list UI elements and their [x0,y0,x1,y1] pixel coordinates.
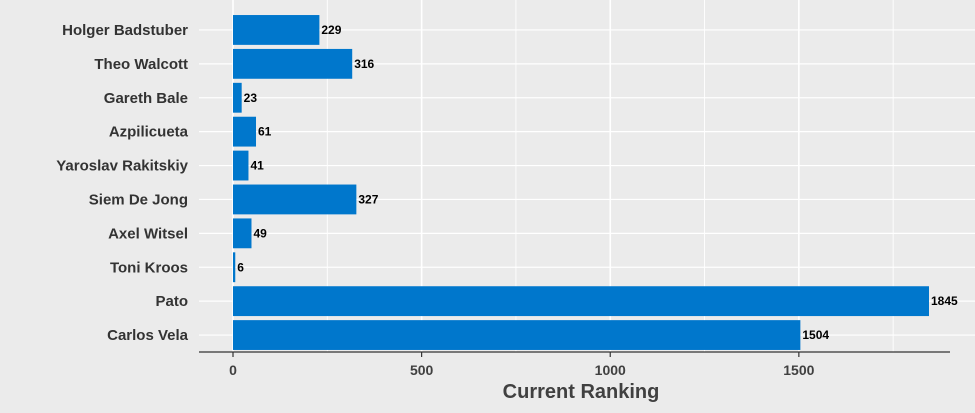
value-label: 61 [258,125,272,139]
bar [233,48,353,79]
bar [233,15,320,45]
value-label: 327 [358,192,378,206]
category-labels: Holger Badstuber Theo Walcott Gareth Bale A… [56,22,188,344]
bar [233,218,252,249]
bar [233,252,236,283]
value-label: 1504 [802,328,829,342]
category-label: Axel Witsel [108,225,188,242]
bar [233,82,242,113]
category-label: Carlos Vela [107,327,189,344]
bar [233,286,929,317]
x-tick-label: 0 [229,362,237,378]
bar [233,150,249,181]
category-label: Yaroslav Rakitskiy [56,158,188,175]
category-label: Theo Walcott [94,56,188,73]
bar [233,184,357,215]
value-labels: 229 316 23 61 41 327 49 6 1845 1504 [237,23,958,342]
x-tick-label: 1000 [595,362,626,378]
category-label: Holger Badstuber [62,22,188,39]
category-label: Siem De Jong [89,191,188,208]
value-label: 229 [321,23,341,37]
x-tick-label: 1500 [783,362,814,378]
value-label: 41 [250,159,264,173]
bars [233,15,929,350]
category-label: Toni Kroos [110,259,188,276]
value-label: 49 [253,226,267,240]
x-axis-title: Current Ranking [503,381,660,403]
category-label: Gareth Bale [104,90,188,107]
category-label: Pato [155,293,188,310]
value-label: 316 [354,57,374,71]
x-tick-label: 500 [410,362,434,378]
x-axis-ticks: 0 500 1000 1500 [229,352,815,378]
value-label: 6 [237,260,244,274]
bar [233,116,257,147]
bar [233,320,801,350]
value-label: 23 [244,91,258,105]
value-label: 1845 [931,294,958,308]
category-label: Azpilicueta [109,124,189,141]
